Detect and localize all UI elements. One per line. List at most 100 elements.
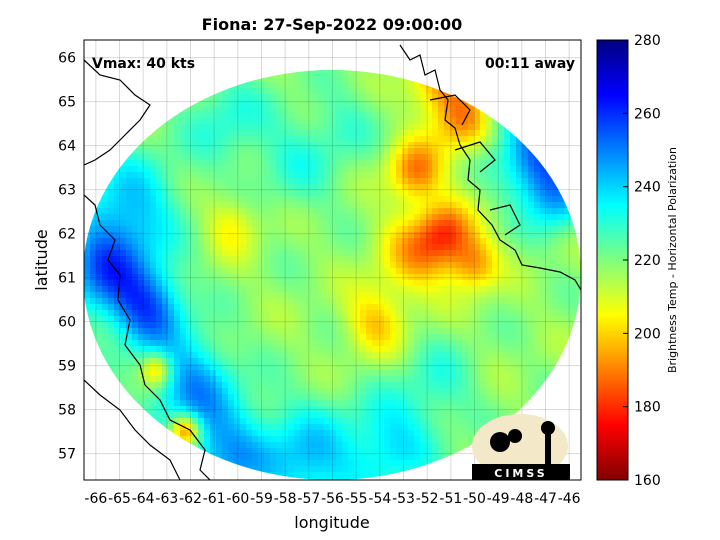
heatmap-cell xyxy=(396,190,403,197)
heatmap-cell xyxy=(348,382,355,389)
heatmap-cell xyxy=(546,190,553,197)
heatmap-cell xyxy=(474,190,481,197)
heatmap-cell xyxy=(486,352,493,359)
heatmap-cell xyxy=(306,196,313,203)
heatmap-cell xyxy=(282,262,289,269)
heatmap-cell xyxy=(216,268,223,275)
heatmap-cell xyxy=(390,382,397,389)
heatmap-cell xyxy=(402,244,409,251)
heatmap-cell xyxy=(102,196,109,203)
heatmap-cell xyxy=(306,250,313,257)
heatmap-cell xyxy=(162,160,169,167)
heatmap-cell xyxy=(180,244,187,251)
heatmap-cell xyxy=(240,160,247,167)
heatmap-cell xyxy=(378,328,385,335)
heatmap-cell xyxy=(480,232,487,239)
heatmap-cell xyxy=(258,310,265,317)
heatmap-cell xyxy=(528,310,535,317)
heatmap-cell xyxy=(198,298,205,305)
heatmap-cell xyxy=(486,190,493,197)
heatmap-cell xyxy=(336,190,343,197)
heatmap-cell xyxy=(438,334,445,341)
heatmap-cell xyxy=(468,202,475,209)
heatmap-cell xyxy=(444,208,451,215)
heatmap-cell xyxy=(498,370,505,377)
heatmap-cell xyxy=(342,100,349,107)
heatmap-cell xyxy=(294,166,301,173)
heatmap-cell xyxy=(336,334,343,341)
heatmap-cell xyxy=(324,292,331,299)
heatmap-cell xyxy=(306,148,313,155)
heatmap-cell xyxy=(552,244,559,251)
heatmap-cell xyxy=(462,130,469,137)
heatmap-cell xyxy=(270,382,277,389)
heatmap-cell xyxy=(396,106,403,113)
heatmap-cell xyxy=(222,160,229,167)
heatmap-cell xyxy=(306,370,313,377)
heatmap-cell xyxy=(252,250,259,257)
heatmap-cell xyxy=(504,274,511,281)
heatmap-cell xyxy=(384,322,391,329)
heatmap-cell xyxy=(396,124,403,131)
heatmap-cell xyxy=(510,310,517,317)
heatmap-cell xyxy=(132,172,139,179)
heatmap-cell xyxy=(402,214,409,221)
heatmap-cell xyxy=(432,232,439,239)
heatmap-cell xyxy=(252,202,259,209)
heatmap-cell xyxy=(516,376,523,383)
heatmap-cell xyxy=(132,250,139,257)
heatmap-cell xyxy=(504,196,511,203)
heatmap-cell xyxy=(174,394,181,401)
heatmap-cell xyxy=(252,106,259,113)
heatmap-cell xyxy=(222,364,229,371)
heatmap-cell xyxy=(438,304,445,311)
heatmap-cell xyxy=(408,262,415,269)
heatmap-cell xyxy=(198,244,205,251)
heatmap-cell xyxy=(270,358,277,365)
heatmap-cell xyxy=(138,358,145,365)
heatmap-cell xyxy=(378,142,385,149)
heatmap-cell xyxy=(102,298,109,305)
heatmap-cell xyxy=(336,346,343,353)
heatmap-cell xyxy=(84,280,91,287)
heatmap-cell xyxy=(132,310,139,317)
heatmap-cell xyxy=(432,376,439,383)
heatmap-cell xyxy=(366,82,373,89)
heatmap-cell xyxy=(366,154,373,161)
heatmap-cell xyxy=(282,82,289,89)
heatmap-cell xyxy=(300,76,307,83)
heatmap-cell xyxy=(450,370,457,377)
heatmap-cell xyxy=(282,244,289,251)
heatmap-cell xyxy=(432,316,439,323)
heatmap-cell xyxy=(342,226,349,233)
heatmap-cell xyxy=(438,154,445,161)
heatmap-cell xyxy=(456,142,463,149)
heatmap-cell xyxy=(456,172,463,179)
heatmap-cell xyxy=(300,136,307,143)
heatmap-cell xyxy=(432,340,439,347)
heatmap-cell xyxy=(258,238,265,245)
heatmap-cell xyxy=(426,286,433,293)
heatmap-cell xyxy=(276,226,283,233)
heatmap-cell xyxy=(516,382,523,389)
heatmap-cell xyxy=(174,370,181,377)
heatmap-cell xyxy=(288,334,295,341)
heatmap-cell xyxy=(474,364,481,371)
heatmap-cell xyxy=(522,280,529,287)
heatmap-cell xyxy=(318,142,325,149)
heatmap-cell xyxy=(150,148,157,155)
heatmap-cell xyxy=(348,334,355,341)
heatmap-cell xyxy=(504,220,511,227)
heatmap-cell xyxy=(564,292,571,299)
heatmap-cell xyxy=(216,238,223,245)
heatmap-cell xyxy=(150,322,157,329)
heatmap-cell xyxy=(354,118,361,125)
heatmap-cell xyxy=(432,244,439,251)
heatmap-cell xyxy=(204,118,211,125)
heatmap-cell xyxy=(156,262,163,269)
heatmap-cell xyxy=(426,322,433,329)
heatmap-cell xyxy=(228,124,235,131)
heatmap-cell xyxy=(420,250,427,257)
heatmap-cell xyxy=(240,184,247,191)
heatmap-cell xyxy=(546,172,553,179)
